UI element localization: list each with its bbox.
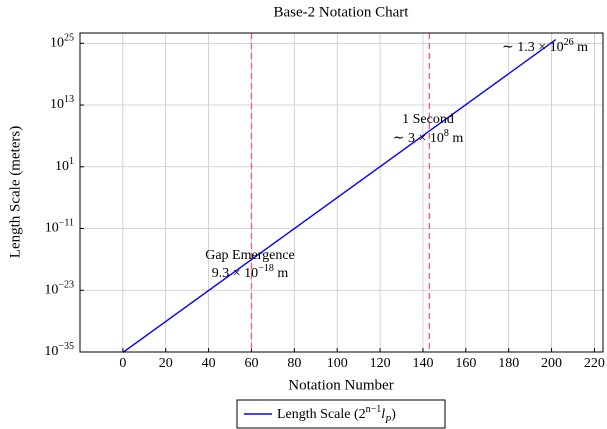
x-tick-label: 0 (119, 356, 126, 371)
annotation-part: ∼ 3 × 10 (393, 131, 444, 146)
x-tick-label: 220 (584, 356, 605, 371)
plot-frame (79, 32, 604, 353)
annotation-part: 8 (444, 128, 449, 139)
legend-label-part: n−1 (366, 404, 382, 415)
annotation: ∼ 1.3 × 1026 m (502, 37, 588, 55)
annotation-part: 26 (564, 37, 574, 48)
y-tick-label-part: 1 (69, 156, 74, 167)
legend-label-part: l (381, 407, 385, 422)
y-tick-label: 10−11 (45, 217, 74, 235)
y-tick-label-part: 10 (44, 344, 58, 359)
x-tick-label: 200 (541, 356, 562, 371)
x-axis-label: Notation Number (288, 377, 393, 393)
y-tick-label-part: 10 (55, 159, 69, 174)
x-tick-label: 140 (412, 356, 433, 371)
y-tick-label-part: −11 (59, 217, 74, 228)
x-tick-label: 180 (498, 356, 519, 371)
y-tick-label-part: 10 (45, 221, 59, 236)
legend-label-part: P (384, 415, 391, 426)
y-tick-label: 1013 (50, 94, 74, 112)
y-tick-label: 10−23 (44, 279, 74, 297)
annotation-part: Gap Emergence (205, 248, 295, 263)
annotation: 9.3 × 10−18 m (212, 263, 289, 281)
y-tick-label: 101 (55, 156, 74, 174)
annotation-part: ∼ 1.3 × 10 (502, 40, 564, 55)
y-tick-label-part: 10 (44, 282, 58, 297)
y-tick-label-part: 10 (50, 97, 64, 112)
y-tick-label-part: 25 (64, 32, 74, 43)
annotation: Gap Emergence (205, 248, 295, 263)
y-tick-label: 1025 (50, 32, 74, 50)
y-axis-label: Length Scale (meters) (7, 126, 23, 258)
annotation: ∼ 3 × 108 m (393, 128, 464, 146)
annotation-part: m (274, 266, 289, 281)
annotation-part: 9.3 × 10 (212, 266, 258, 281)
data-line (122, 39, 557, 354)
y-tick-label-part: 13 (64, 94, 74, 105)
x-tick-label: 120 (370, 356, 391, 371)
legend-label-part: Length Scale (2 (277, 407, 366, 422)
annotation-part: −18 (258, 263, 274, 274)
y-tick-label-part: −35 (58, 341, 74, 352)
x-tick-label: 160 (455, 356, 476, 371)
legend-label-part: ) (391, 407, 396, 422)
annotation-part: m (449, 131, 464, 146)
chart-title: Base-2 Notation Chart (274, 4, 410, 20)
annotation-part: m (574, 40, 589, 55)
y-tick-label: 10−35 (44, 341, 74, 359)
annotation: 1 Second (402, 112, 454, 127)
annotation-part: 1 Second (402, 112, 454, 127)
x-tick-label: 100 (327, 356, 348, 371)
x-tick-label: 60 (244, 356, 258, 371)
x-tick-label: 20 (159, 356, 173, 371)
x-tick-label: 80 (287, 356, 301, 371)
legend-label: Length Scale (2n−1lP) (277, 404, 396, 426)
y-tick-label-part: −23 (58, 279, 74, 290)
x-tick-label: 40 (202, 356, 216, 371)
y-tick-label-part: 10 (50, 36, 64, 51)
